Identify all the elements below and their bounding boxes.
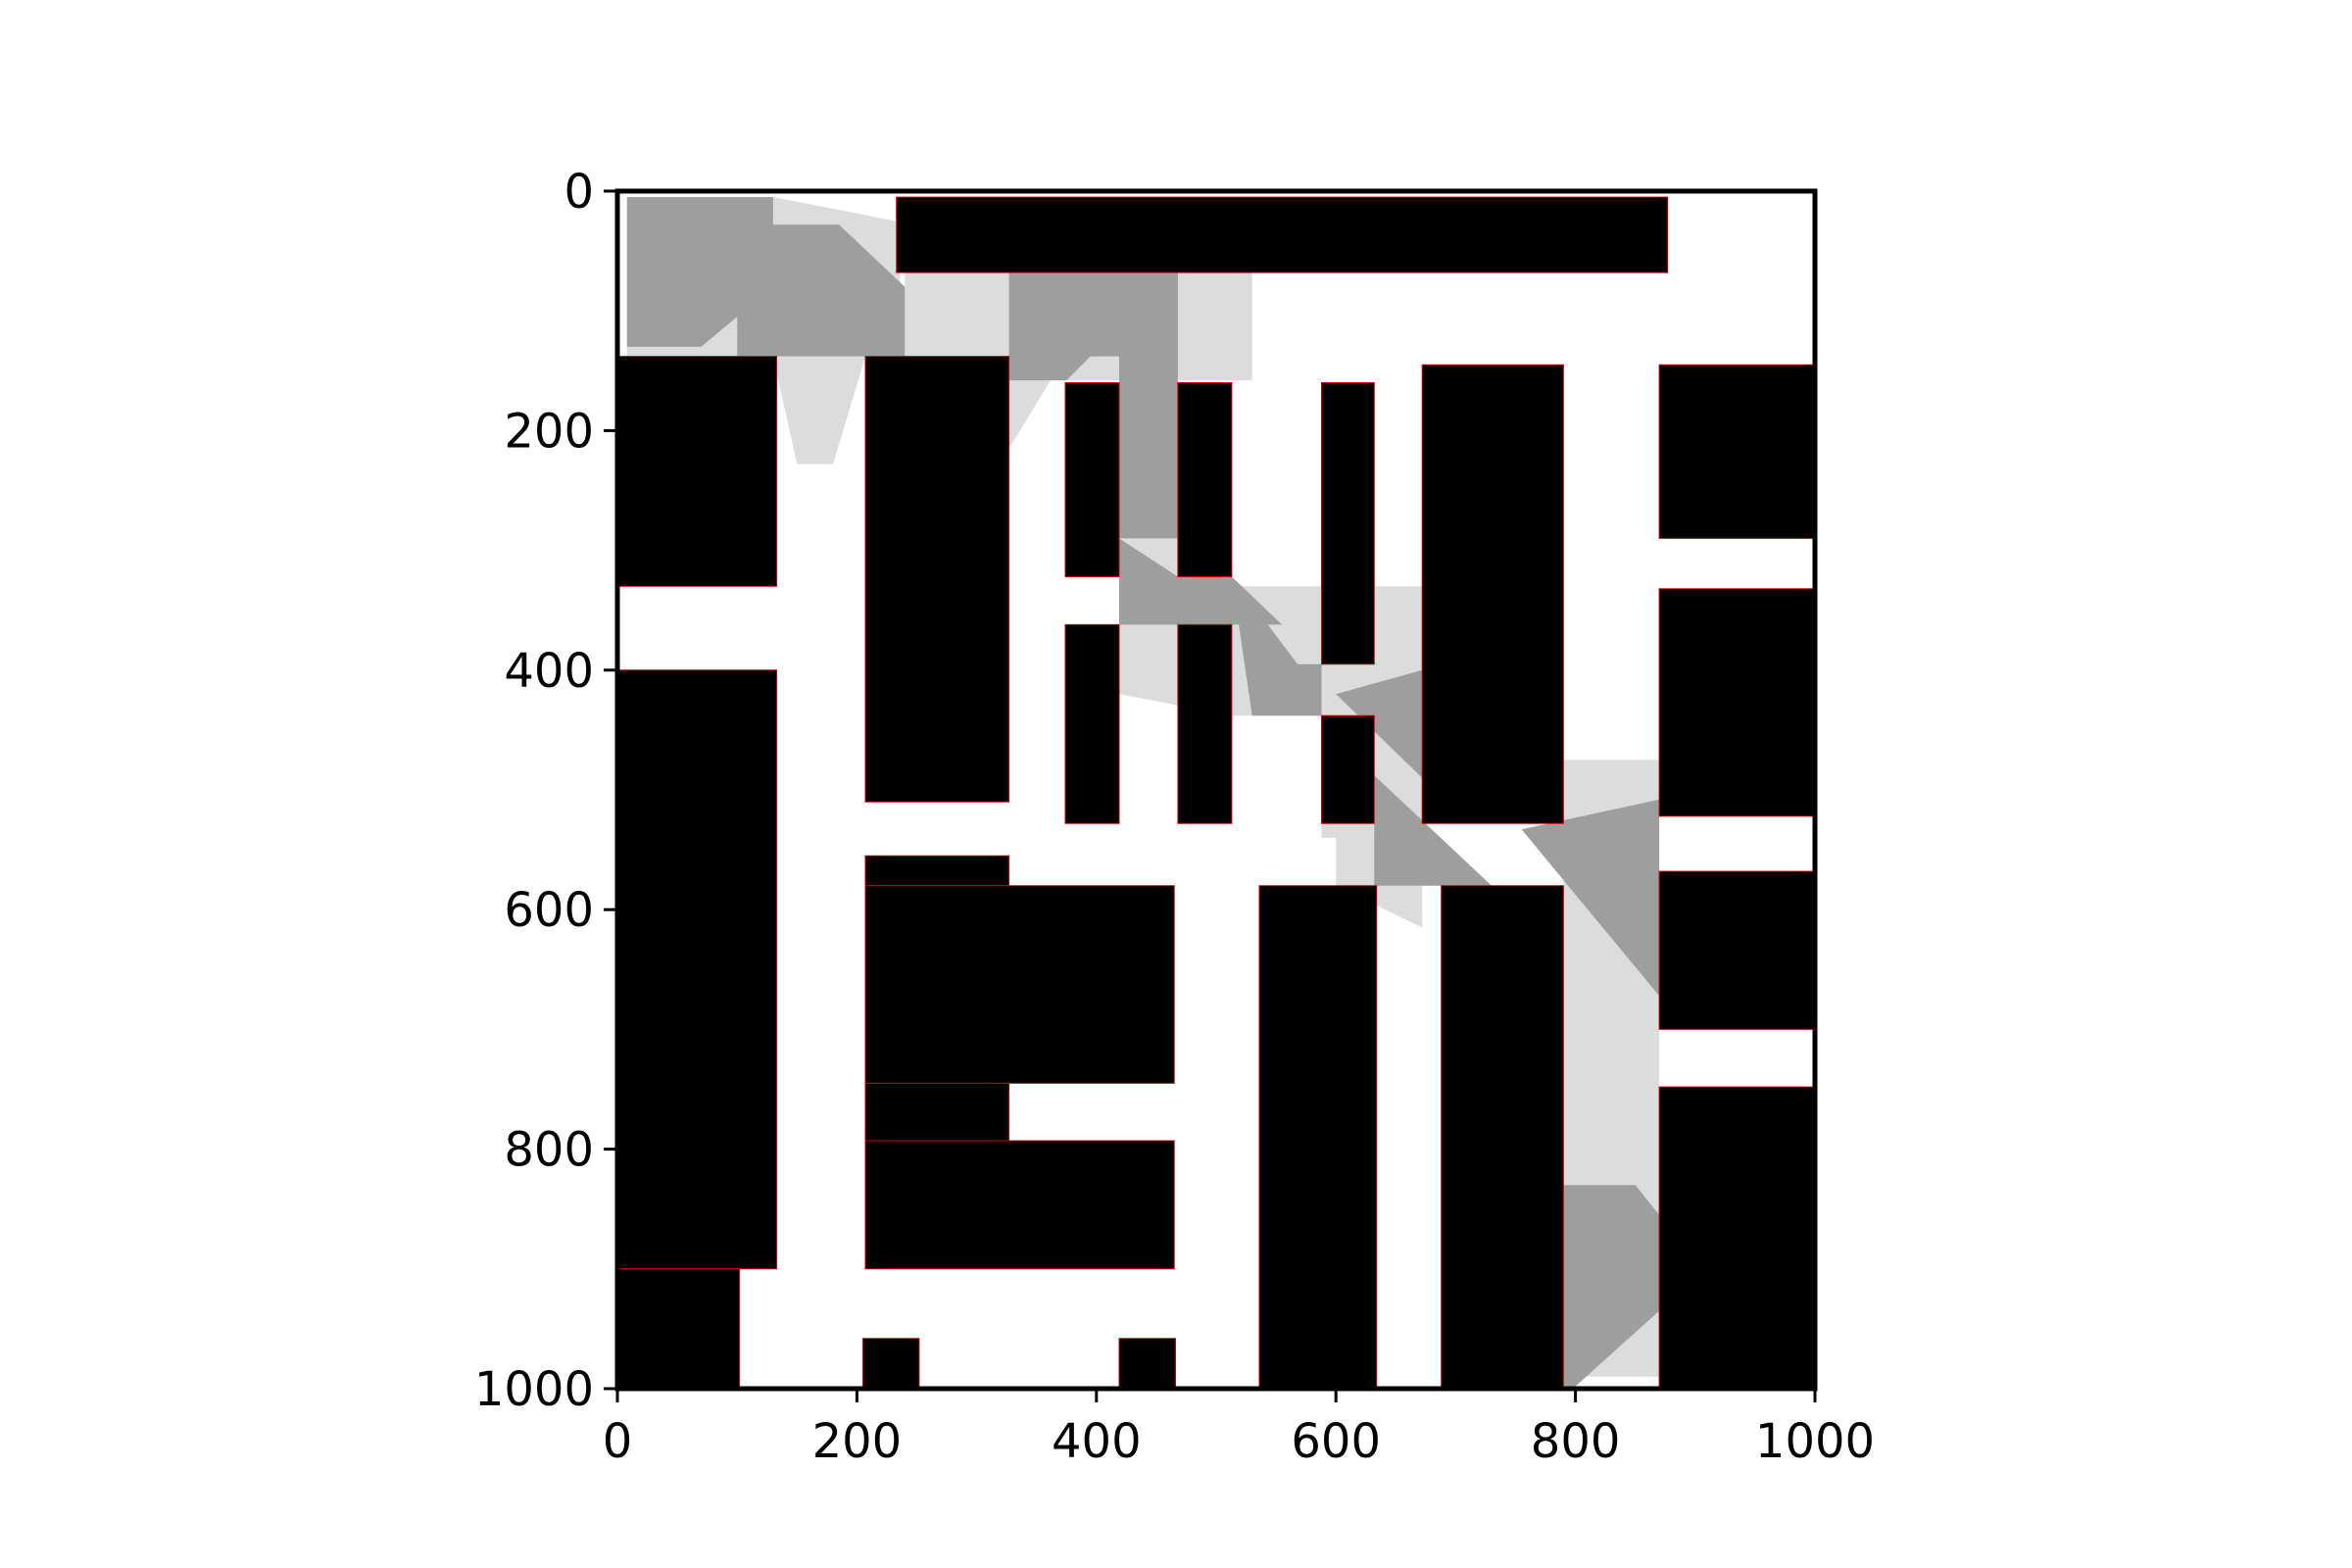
path-region-dark — [1374, 775, 1493, 886]
axes-frame — [614, 188, 1818, 1392]
obstacle — [864, 1140, 1175, 1270]
x-tick-label: 800 — [1531, 1414, 1621, 1469]
obstacle — [1658, 588, 1816, 817]
x-tick-label: 200 — [812, 1414, 903, 1469]
y-tick-label: 800 — [504, 1123, 594, 1178]
obstacle — [864, 1082, 1010, 1142]
path-region-dark — [1231, 576, 1322, 716]
x-axis-ticks: 0 200 400 600 800 1000 — [603, 1389, 1875, 1469]
explored-region-light — [772, 356, 865, 465]
obstacle — [1321, 714, 1375, 824]
obstacle — [1177, 382, 1233, 577]
obstacle — [616, 1268, 741, 1390]
obstacle-layer — [616, 196, 1816, 1390]
plot-area — [616, 191, 1816, 1390]
obstacle — [1421, 364, 1564, 824]
obstacle — [1118, 1338, 1176, 1390]
y-tick-label: 200 — [504, 404, 594, 459]
y-tick-label: 400 — [504, 644, 594, 699]
obstacle — [1258, 885, 1378, 1390]
obstacle — [1321, 382, 1375, 665]
obstacle — [1658, 364, 1816, 539]
path-region-dark — [1563, 1185, 1660, 1387]
obstacle — [896, 196, 1669, 273]
path-region-dark-layer — [626, 197, 1660, 1387]
obstacle — [616, 356, 777, 587]
obstacle — [1064, 382, 1120, 577]
path-region-dark — [626, 197, 906, 357]
obstacle — [616, 669, 777, 1270]
y-tick-label: 600 — [504, 883, 594, 938]
path-region-dark — [1008, 272, 1178, 539]
x-tick-label: 1000 — [1755, 1414, 1875, 1469]
x-tick-label: 600 — [1291, 1414, 1381, 1469]
y-tick-label: 0 — [564, 165, 594, 220]
path-region-dark — [1336, 669, 1423, 778]
x-tick-label: 0 — [603, 1414, 633, 1469]
y-tick-label: 1000 — [474, 1362, 594, 1417]
obstacle — [1177, 623, 1233, 824]
x-tick-label: 400 — [1052, 1414, 1142, 1469]
obstacle — [864, 855, 1010, 887]
obstacle — [864, 885, 1175, 1084]
obstacle — [862, 1338, 920, 1390]
y-axis-ticks: 0 200 400 600 800 1000 — [474, 165, 617, 1417]
path-region-dark — [1521, 799, 1660, 997]
obstacle — [1658, 1086, 1816, 1390]
obstacle — [1658, 870, 1816, 1030]
obstacle — [864, 356, 1010, 803]
obstacle — [1064, 623, 1120, 824]
obstacle — [1441, 885, 1564, 1390]
